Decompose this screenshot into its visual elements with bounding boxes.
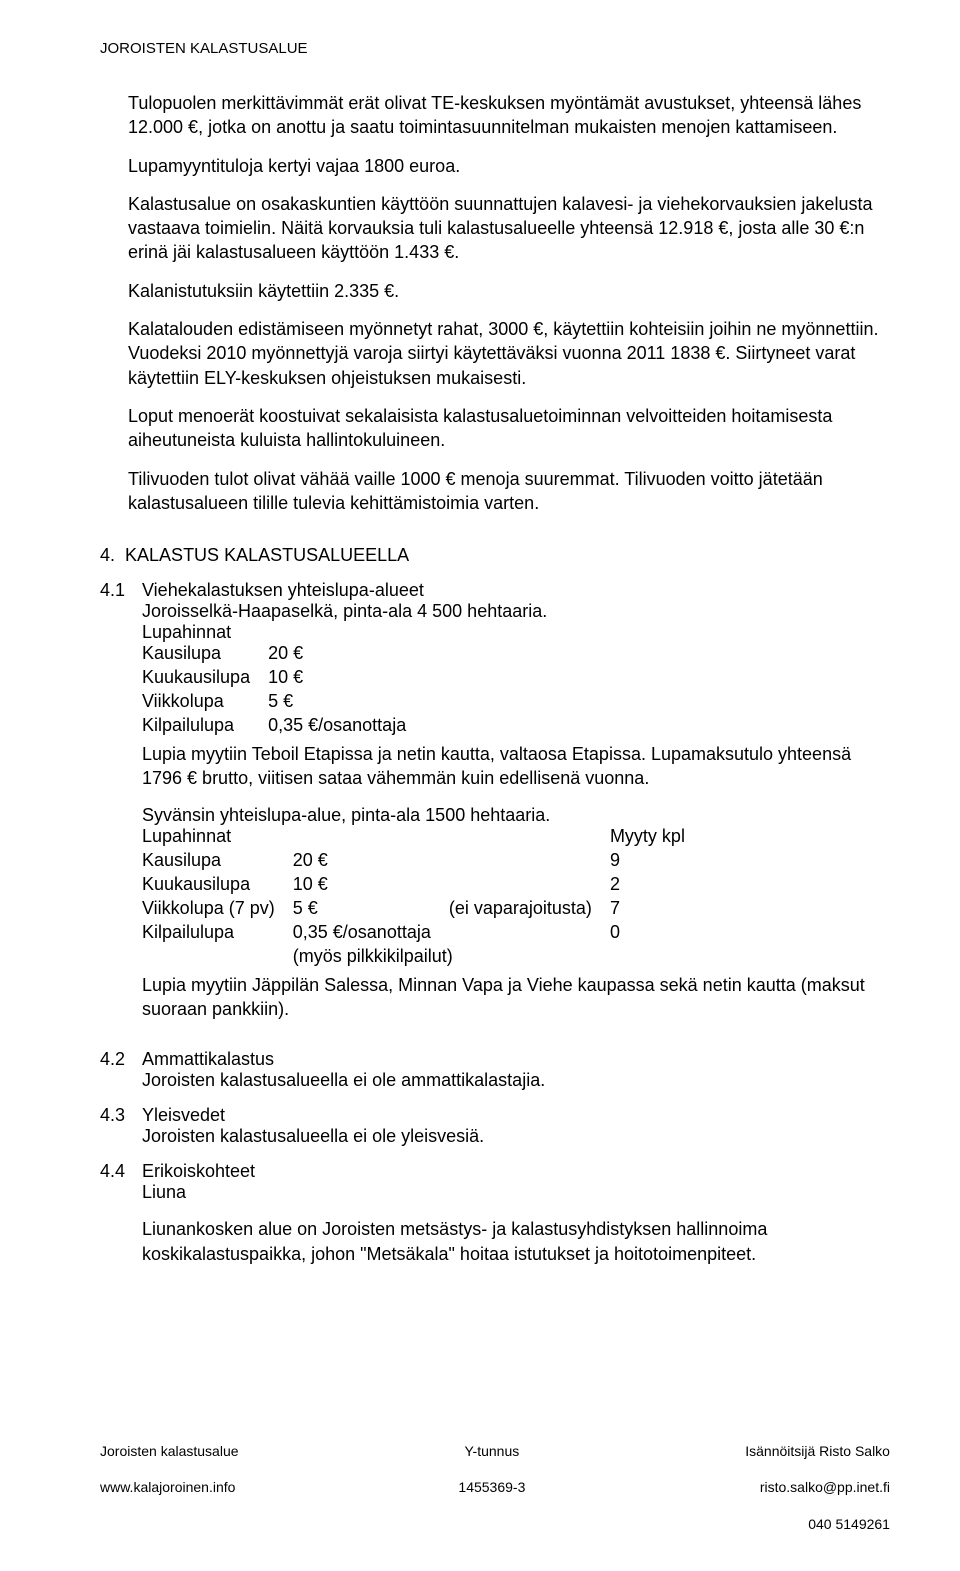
permit-qty: 9 [610, 850, 703, 874]
section-4-2: 4.2 Ammattikalastus Joroisten kalastusal… [100, 1049, 890, 1091]
subsection-title: Yleisvedet [142, 1105, 890, 1126]
permit-prices-label: Lupahinnat [142, 622, 890, 643]
subsection-title: Viehekalastuksen yhteislupa-alueet [142, 580, 890, 601]
permit-table-joroisselka: Kausilupa 20 € Kuukausilupa 10 € Viikkol… [142, 643, 424, 739]
footer-contact-name: Isännöitsijä Risto Salko [745, 1442, 890, 1460]
footer-org: Joroisten kalastusalue [100, 1442, 239, 1460]
permit-name: Viikkolupa [142, 691, 268, 715]
permit-extra [449, 850, 610, 874]
table-row: Kausilupa 20 € [142, 643, 424, 667]
permit-name: Kausilupa [142, 850, 293, 874]
section-4-4: 4.4 Erikoiskohteet Liuna Liunankosken al… [100, 1161, 890, 1280]
section-4-1: 4.1 Viehekalastuksen yhteislupa-alueet J… [100, 580, 890, 1035]
syvansi-title: Syvänsin yhteislupa-alue, pinta-ala 1500… [142, 805, 890, 826]
subsection-number: 4.2 [100, 1049, 130, 1091]
permit-name: Kuukausilupa [142, 874, 293, 898]
subsection-title: Ammattikalastus [142, 1049, 890, 1070]
permit-name: Kilpailulupa [142, 715, 268, 739]
footer-left: Joroisten kalastusalue www.kalajoroinen.… [100, 1424, 239, 1551]
permit-price: 20 € [268, 643, 424, 667]
paragraph: Liunankosken alue on Joroisten metsästys… [142, 1217, 890, 1266]
subsection-number: 4.4 [100, 1161, 130, 1280]
paragraph: Joroisten kalastusalueella ei ole yleisv… [142, 1126, 890, 1147]
footer-ytunnus-value: 1455369-3 [458, 1478, 525, 1496]
area-intro: Joroisselkä-Haapaselkä, pinta-ala 4 500 … [142, 601, 890, 622]
permit-name: Kilpailulupa [142, 922, 293, 946]
subsection-body: Erikoiskohteet Liuna Liunankosken alue o… [142, 1161, 890, 1280]
subsection-body: Yleisvedet Joroisten kalastusalueella ei… [142, 1105, 890, 1147]
sold-header: Myyty kpl [610, 826, 703, 850]
page-header: JOROISTEN KALASTUSALUE [100, 40, 890, 57]
paragraph: Kalanistutuksiin käytettiin 2.335 €. [128, 279, 890, 303]
footer-right: Isännöitsijä Risto Salko risto.salko@pp.… [745, 1424, 890, 1551]
permit-name: Kuukausilupa [142, 667, 268, 691]
permit-extra [449, 874, 610, 898]
permit-price: 5 € [268, 691, 424, 715]
paragraph: Tulopuolen merkittävimmät erät olivat TE… [128, 91, 890, 140]
subsection-subtitle: Liuna [142, 1182, 890, 1203]
table-row: Viikkolupa 5 € [142, 691, 424, 715]
permit-extra: (ei vaparajoitusta) [449, 898, 610, 922]
paragraph: Kalatalouden edistämiseen myönnetyt raha… [128, 317, 890, 390]
intro-block: Tulopuolen merkittävimmät erät olivat TE… [128, 91, 890, 515]
section-4-3: 4.3 Yleisvedet Joroisten kalastusalueell… [100, 1105, 890, 1147]
footer-url: www.kalajoroinen.info [100, 1478, 239, 1496]
paragraph: Kalastusalue on osakaskuntien käyttöön s… [128, 192, 890, 265]
permit-price: 20 € [293, 850, 449, 874]
subsection-title: Erikoiskohteet [142, 1161, 890, 1182]
table-row: Viikkolupa (7 pv) 5 € (ei vaparajoitusta… [142, 898, 703, 922]
footer-middle: Y-tunnus 1455369-3 [458, 1424, 525, 1551]
permit-extra [449, 922, 610, 946]
footer-contact-email: risto.salko@pp.inet.fi [745, 1478, 890, 1496]
permit-price: 10 € [293, 874, 449, 898]
table-row: Kausilupa 20 € 9 [142, 850, 703, 874]
page: JOROISTEN KALASTUSALUE Tulopuolen merkit… [0, 0, 960, 1571]
permit-price: 0,35 €/osanottaja [293, 922, 449, 946]
paragraph: Lupamyyntituloja kertyi vajaa 1800 euroa… [128, 154, 890, 178]
permit-name: Kausilupa [142, 643, 268, 667]
subsection-number: 4.1 [100, 580, 130, 1035]
paragraph: Joroisten kalastusalueella ei ole ammatt… [142, 1070, 890, 1091]
paragraph: Loput menoerät koostuivat sekalaisista k… [128, 404, 890, 453]
permit-price: 0,35 €/osanottaja [268, 715, 424, 739]
table-row: Kilpailulupa 0,35 €/osanottaja [142, 715, 424, 739]
page-footer: Joroisten kalastusalue www.kalajoroinen.… [100, 1424, 890, 1551]
section-number: 4. [100, 545, 115, 565]
permit-table-syvansi: Lupahinnat Myyty kpl Kausilupa 20 € 9 Ku… [142, 826, 703, 970]
table-row: Kuukausilupa 10 € [142, 667, 424, 691]
footer-ytunnus-label: Y-tunnus [458, 1442, 525, 1460]
permit-qty: 0 [610, 922, 703, 946]
subsection-number: 4.3 [100, 1105, 130, 1147]
table-row: Kilpailulupa 0,35 €/osanottaja 0 [142, 922, 703, 946]
permit-qty: 2 [610, 874, 703, 898]
permit-name: Viikkolupa (7 pv) [142, 898, 293, 922]
section-title: KALASTUS KALASTUSALUEELLA [125, 545, 409, 565]
section-4-heading: 4. KALASTUS KALASTUSALUEELLA [100, 545, 890, 566]
permit-price: 5 € [293, 898, 449, 922]
permit-prices-label: Lupahinnat [142, 826, 610, 850]
permit-qty: 7 [610, 898, 703, 922]
paragraph: Tilivuoden tulot olivat vähää vaille 100… [128, 467, 890, 516]
subsection-body: Viehekalastuksen yhteislupa-alueet Joroi… [142, 580, 890, 1035]
permit-price: 10 € [268, 667, 424, 691]
footer-contact-phone: 040 5149261 [745, 1515, 890, 1533]
paragraph: Lupia myytiin Teboil Etapissa ja netin k… [142, 742, 890, 791]
table-row: (myös pilkkikilpailut) [142, 946, 703, 970]
table-row: Kuukausilupa 10 € 2 [142, 874, 703, 898]
permit-note: (myös pilkkikilpailut) [293, 946, 703, 970]
table-header-row: Lupahinnat Myyty kpl [142, 826, 703, 850]
paragraph: Lupia myytiin Jäppilän Salessa, Minnan V… [142, 973, 890, 1022]
subsection-body: Ammattikalastus Joroisten kalastusalueel… [142, 1049, 890, 1091]
